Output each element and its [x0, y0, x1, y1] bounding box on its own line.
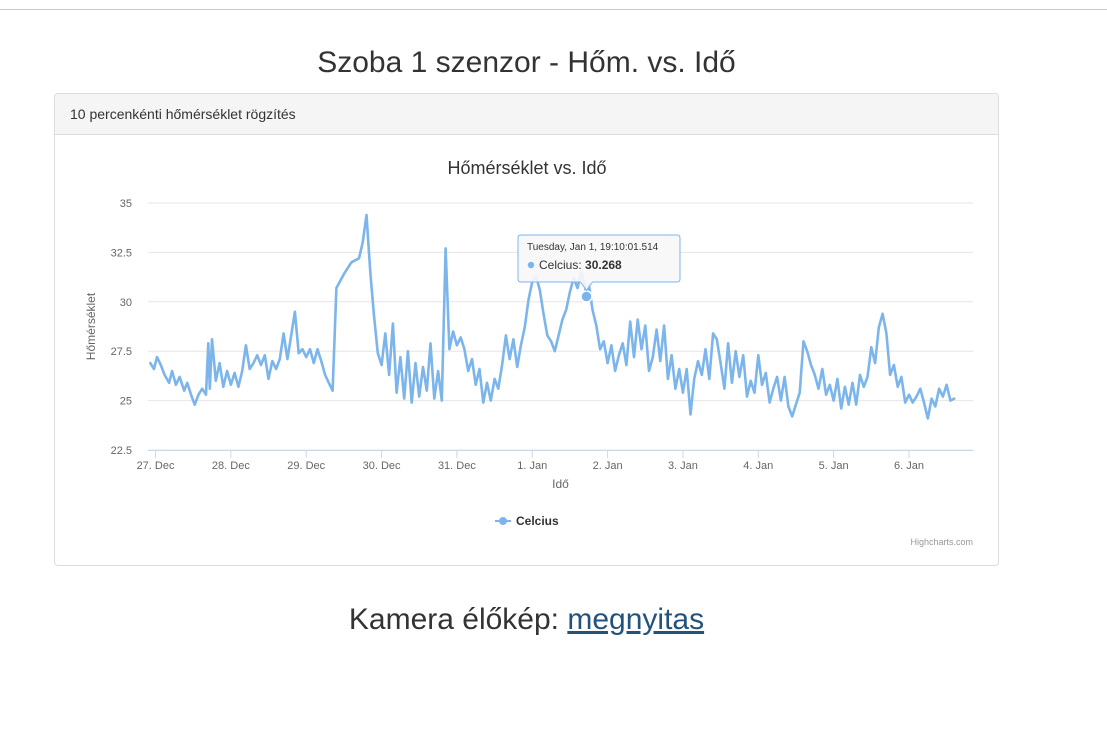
tooltip-bullet	[527, 261, 535, 269]
hover-marker[interactable]	[580, 290, 593, 303]
x-tick-label: 1. Jan	[517, 460, 547, 472]
legend-item-celcius[interactable]: Celcius	[495, 514, 559, 528]
panel-heading: 10 percenkénti hőmérséklet rögzítés	[55, 94, 998, 135]
tooltip-box	[517, 234, 681, 292]
y-tick-label: 32.5	[111, 247, 132, 259]
series-line-celcius[interactable]	[149, 213, 956, 420]
y-tick-label: 30	[120, 297, 132, 309]
x-tick-label: 28. Dec	[212, 460, 250, 472]
camera-live-label: Kamera élőkép:	[348, 603, 560, 636]
top-divider	[0, 9, 1107, 10]
legend-dot	[499, 517, 507, 525]
camera-open-link[interactable]: megnyitas	[567, 603, 705, 636]
y-tick-label: 27.5	[111, 346, 132, 358]
y-tick-label: 22.5	[111, 445, 132, 457]
page-title: Szoba 1 szenzor - Hőm. vs. Idő	[317, 46, 736, 79]
x-tick-label: 3. Jan	[668, 460, 698, 472]
x-axis: 27. Dec 28. Dec 29. Dec 30. Dec 31. Dec 1. Ja…	[137, 450, 924, 472]
y-axis-title: Hőmérséklet	[84, 292, 98, 360]
chart-panel: 10 percenkénti hőmérséklet rögzítés Hőmé…	[54, 93, 999, 566]
x-axis-title: Idő	[552, 477, 569, 491]
chart-title: Hőmérséklet vs. Idő	[447, 158, 606, 178]
y-tick-label: 25	[120, 396, 132, 408]
x-tick-label: 5. Jan	[819, 460, 849, 472]
temperature-chart[interactable]: Hőmérséklet vs. Idő 22.5 25 27.5 30 32.5 35 2…	[55, 135, 998, 565]
x-tick-label: 29. Dec	[287, 460, 325, 472]
camera-live-line: Kamera élőkép: megnyitas	[0, 603, 1053, 637]
tooltip-body: Celcius: 30.268	[539, 258, 622, 272]
tooltip-header: Tuesday, Jan 1, 19:10:01.514	[527, 242, 659, 253]
tooltip-series-name: Celcius:	[539, 258, 585, 272]
x-tick-label: 31. Dec	[438, 460, 476, 472]
tooltip: Tuesday, Jan 1, 19:10:01.514 Celcius: 30…	[517, 234, 681, 292]
legend-label: Celcius	[516, 514, 559, 528]
x-tick-label: 27. Dec	[137, 460, 175, 472]
x-tick-label: 2. Jan	[593, 460, 623, 472]
y-tick-label: 35	[120, 198, 132, 210]
credits-link[interactable]: Highcharts.com	[910, 537, 973, 547]
y-axis: 22.5 25 27.5 30 32.5 35	[111, 198, 132, 457]
tooltip-value: 30.268	[585, 258, 622, 272]
x-tick-label: 4. Jan	[743, 460, 773, 472]
x-tick-label: 6. Jan	[894, 460, 924, 472]
x-tick-label: 30. Dec	[363, 460, 401, 472]
